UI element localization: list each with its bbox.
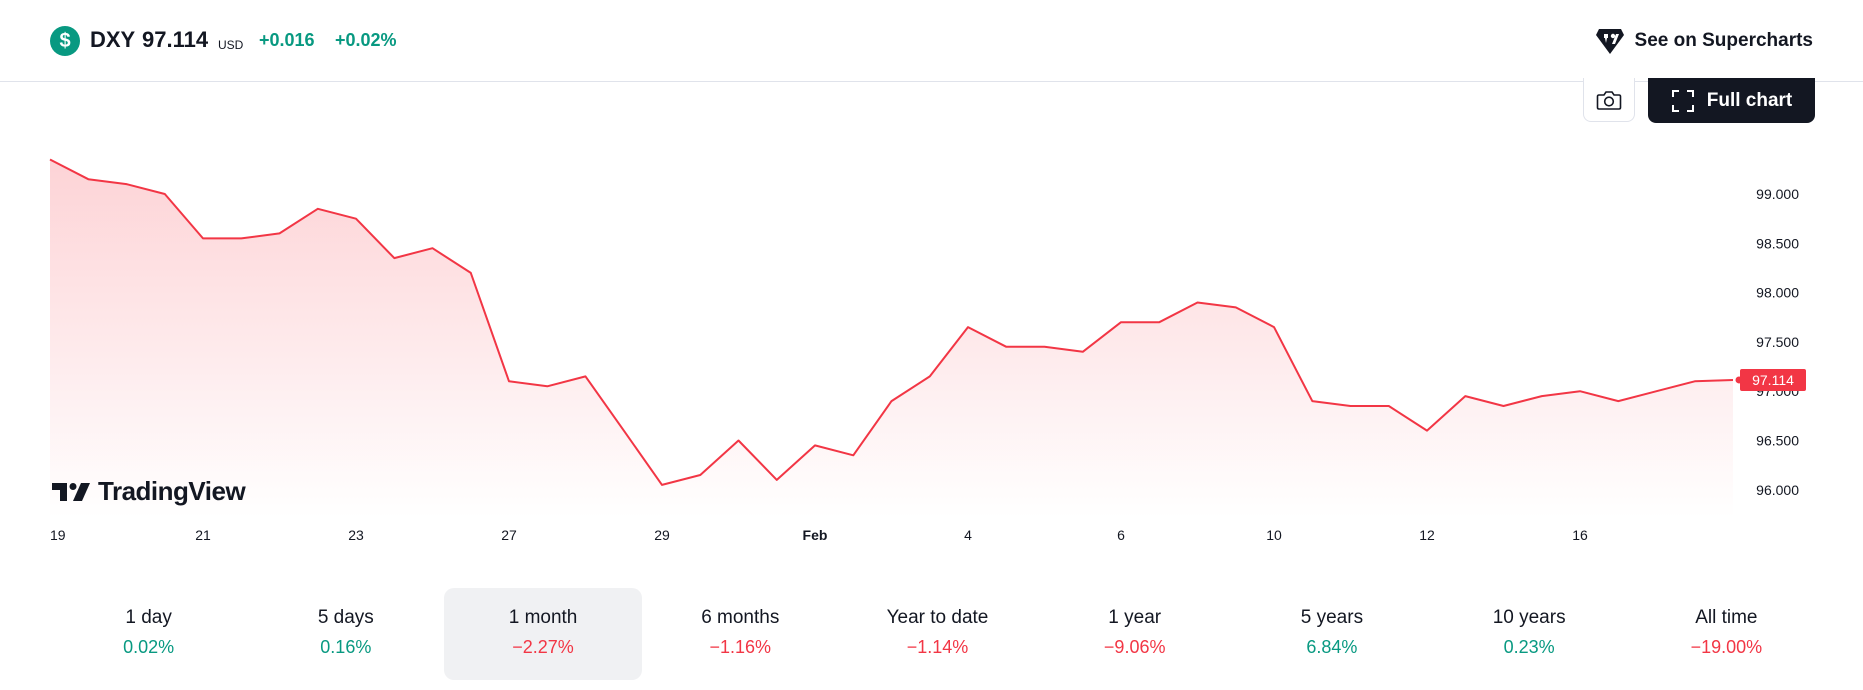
x-tick-label: Feb: [803, 527, 828, 543]
period-label: 6 months: [701, 607, 780, 628]
period-change: 0.02%: [123, 637, 175, 657]
period-change: 6.84%: [1306, 637, 1358, 657]
period-change: 0.23%: [1503, 637, 1555, 657]
period-button[interactable]: 6 months −1.16%: [642, 588, 839, 680]
camera-icon: [1596, 90, 1622, 110]
price-change-percent: +0.02%: [335, 30, 397, 50]
tradingview-wordmark: TradingView: [98, 476, 246, 506]
last-value-badge: [1740, 368, 1806, 391]
x-tick-label: 10: [1266, 527, 1282, 543]
period-label: 10 years: [1492, 607, 1566, 628]
fullscreen-icon: [1671, 89, 1694, 112]
dollar-icon: $: [50, 26, 80, 56]
period-button[interactable]: 5 years 6.84%: [1233, 588, 1430, 680]
period-label: 1 day: [125, 607, 172, 628]
y-tick-label: 99.000: [1756, 186, 1799, 202]
period-label: 1 month: [508, 607, 578, 628]
y-tick-label: 97.500: [1756, 334, 1799, 350]
period-button[interactable]: 10 years 0.23%: [1431, 588, 1628, 680]
price-area-fill: [50, 159, 1733, 518]
price-change: +0.016: [259, 30, 315, 50]
period-button[interactable]: Year to date −1.14%: [839, 588, 1036, 680]
tradingview-logo-icon: [52, 482, 90, 501]
x-tick-label: 27: [501, 527, 517, 543]
x-tick-label: 6: [1117, 527, 1125, 543]
x-tick-label: 4: [964, 527, 972, 543]
last-value-label: 97.114: [1752, 372, 1794, 388]
symbol-currency: USD: [218, 38, 244, 52]
period-change: −1.16%: [709, 637, 772, 657]
period-change: 0.16%: [320, 637, 372, 657]
tradingview-logo[interactable]: TradingView: [52, 476, 246, 507]
period-label: 1 year: [1108, 607, 1162, 628]
period-selector: 1 day 0.02% 5 days 0.16% 1 month −2.27% 6 mont…: [50, 588, 1825, 680]
period-button[interactable]: 5 days 0.16%: [247, 588, 444, 680]
y-tick-label: 98.000: [1756, 285, 1799, 301]
period-label: 5 years: [1300, 607, 1364, 628]
symbol-name[interactable]: DXY: [90, 27, 136, 52]
period-change: −1.14%: [906, 637, 969, 657]
period-change: −2.27%: [512, 637, 574, 657]
symbol-price: 97.114: [142, 27, 209, 52]
y-tick-label: 96.000: [1756, 482, 1799, 498]
period-change: −9.06%: [1103, 637, 1166, 657]
x-tick-label: 23: [348, 527, 364, 543]
period-label: All time: [1695, 607, 1758, 628]
price-line: [49, 158, 1734, 486]
period-button[interactable]: 1 year −9.06%: [1036, 588, 1233, 680]
x-tick-label: 29: [654, 527, 670, 543]
supercharts-label: See on Supercharts: [1634, 30, 1813, 51]
snapshot-button[interactable]: [1583, 78, 1635, 122]
supercharts-logo-icon: [1595, 29, 1624, 54]
period-button[interactable]: 1 day 0.02%: [50, 588, 247, 680]
price-chart[interactable]: 96.00096.50097.00097.50098.00098.50099.0…: [0, 82, 1863, 552]
y-tick-label: 96.500: [1756, 433, 1799, 449]
period-change: −19.00%: [1690, 637, 1763, 657]
see-on-supercharts-link[interactable]: See on Supercharts: [1595, 26, 1813, 56]
symbol-header: $ DXY 97.114 USD +0.016 +0.02% See on Su…: [0, 0, 1863, 82]
x-tick-label: 12: [1419, 527, 1435, 543]
full-chart-button[interactable]: Full chart: [1648, 78, 1815, 123]
period-label: Year to date: [886, 607, 989, 628]
y-tick-label: 98.500: [1756, 235, 1799, 251]
full-chart-label: Full chart: [1706, 89, 1793, 111]
x-tick-label: 19: [50, 527, 66, 543]
period-label: 5 days: [317, 607, 374, 628]
x-tick-label: 21: [195, 527, 211, 543]
x-tick-label: 16: [1572, 527, 1588, 543]
period-button[interactable]: All time −19.00%: [1628, 588, 1825, 680]
period-button[interactable]: 1 month −2.27%: [444, 588, 642, 680]
